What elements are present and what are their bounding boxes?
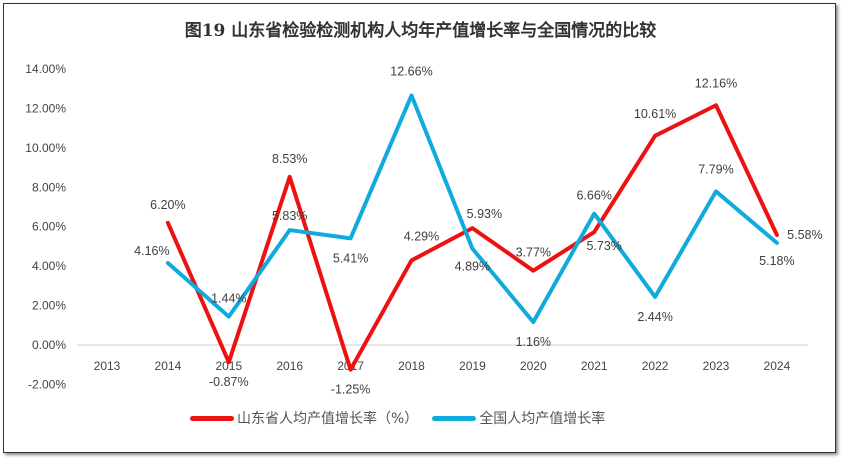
legend-label-national: 全国人均产值增长率 [479,411,606,427]
x-tick-label: 2015 [215,359,242,373]
data-label-shandong: 4.29% [404,229,439,243]
x-tick-label: 2014 [155,359,182,373]
series-line-shandong [165,103,779,372]
data-label-national: 5.83% [272,209,307,223]
y-tick-label: 8.00% [32,180,66,194]
x-tick-label: 2024 [764,359,791,373]
data-label-shandong: 5.93% [467,207,502,221]
y-tick-label: 12.00% [25,101,66,115]
legend-swatch-shandong [190,415,234,421]
data-label-shandong: 5.73% [586,239,621,253]
data-label-shandong: 5.58% [787,228,822,242]
data-label-national: 7.79% [698,162,733,176]
x-tick-label: 2021 [581,359,608,373]
y-tick-label: 14.00% [25,62,66,76]
data-label-national: 4.89% [455,260,490,274]
data-label-shandong: 3.77% [516,246,551,260]
x-tick-label: 2018 [398,359,425,373]
series-line-national [165,93,779,325]
legend-swatch-national [432,415,477,421]
data-label-shandong: 12.16% [695,76,737,90]
legend-label-shandong: 山东省人均产值增长率（%） [237,411,419,427]
data-label-national: 6.66% [576,189,611,203]
y-tick-label: 6.00% [32,220,66,234]
y-tick-label: -2.00% [28,377,66,391]
data-label-shandong: 8.53% [272,152,307,166]
data-label-shandong: 6.20% [150,198,185,212]
data-label-national: 2.44% [637,310,672,324]
chart-title: 图19 山东省检验检测机构人均年产值增长率与全国情况的比较 [184,21,657,41]
x-tick-label: 2022 [642,359,669,373]
data-label-shandong: 10.61% [634,107,676,121]
legend-item-shandong: 山东省人均产值增长率（%） [190,408,418,428]
data-label-national: 12.66% [390,64,432,78]
y-tick-label: 2.00% [32,299,66,313]
x-tick-label: 2013 [94,359,121,373]
legend: 山东省人均产值增长率（%） 全国人均产值增长率 [190,408,619,428]
legend-item-national: 全国人均产值增长率 [432,408,605,428]
data-label-national: 5.41% [333,251,368,265]
x-tick-label: 2016 [276,359,303,373]
data-label-shandong: -0.87% [209,375,249,389]
data-label-national: 1.44% [211,292,246,306]
y-tick-label: 10.00% [25,141,66,155]
data-label-national: 1.16% [516,335,551,349]
y-tick-label: 4.00% [32,259,66,273]
data-label-national: 4.16% [134,244,169,258]
data-label-national: 5.18% [759,254,794,268]
data-label-shandong: -1.25% [331,383,371,397]
x-tick-label: 2023 [703,359,730,373]
x-tick-label: 2019 [459,359,486,373]
y-tick-label: 0.00% [32,338,66,352]
x-tick-label: 2020 [520,359,547,373]
